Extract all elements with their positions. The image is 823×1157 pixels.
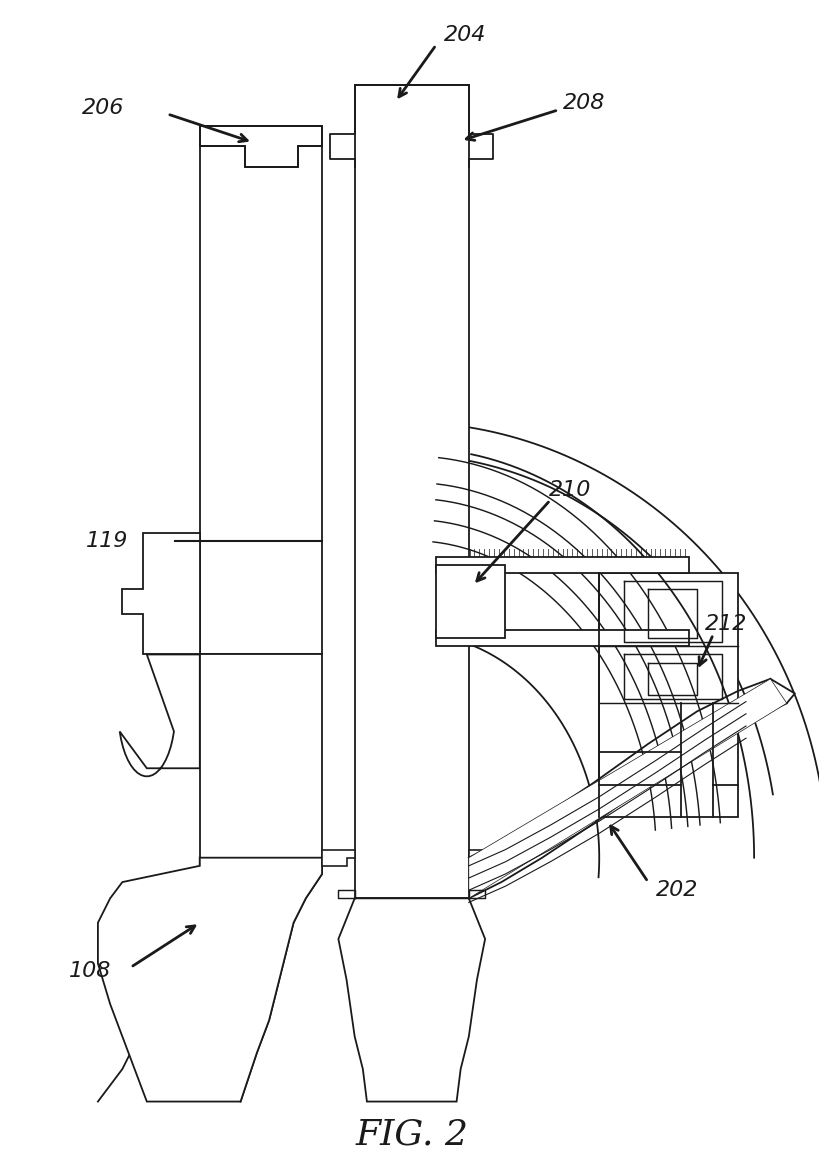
Polygon shape: [355, 86, 468, 898]
Text: 210: 210: [548, 480, 591, 500]
Text: 212: 212: [704, 613, 747, 634]
Text: 206: 206: [81, 98, 124, 118]
Text: FIG. 2: FIG. 2: [355, 1117, 468, 1151]
Polygon shape: [468, 679, 786, 898]
Polygon shape: [200, 655, 322, 857]
Polygon shape: [468, 849, 501, 865]
Polygon shape: [599, 573, 737, 817]
Text: 119: 119: [86, 531, 128, 551]
Polygon shape: [436, 631, 689, 647]
Polygon shape: [98, 857, 322, 1101]
Polygon shape: [200, 126, 322, 167]
Text: 202: 202: [656, 880, 698, 900]
Polygon shape: [338, 898, 485, 1101]
Polygon shape: [322, 849, 355, 865]
Polygon shape: [436, 565, 505, 639]
Polygon shape: [200, 147, 322, 655]
Text: 204: 204: [444, 25, 486, 45]
Polygon shape: [119, 655, 200, 776]
Polygon shape: [123, 532, 200, 655]
Text: 208: 208: [562, 94, 605, 113]
Text: 108: 108: [69, 961, 112, 981]
Polygon shape: [436, 557, 689, 573]
